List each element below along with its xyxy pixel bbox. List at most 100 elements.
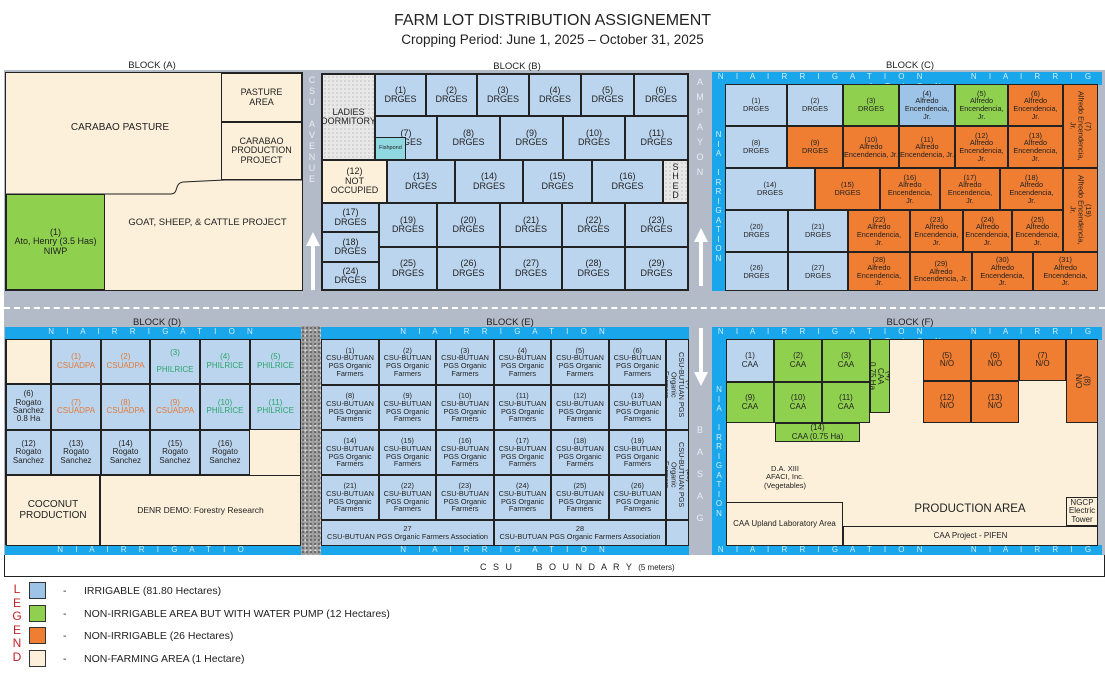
block-e-lot[interactable]: 27 CSU-BUTUAN PGS Organic Farmers Associ… — [321, 520, 494, 546]
block-c-lot[interactable]: (6) Alfredo Encendencia, Jr. — [1008, 84, 1063, 126]
block-e-lot[interactable]: (15) CSU-BUTUAN PGS Organic Farmers — [379, 430, 436, 475]
block-c-lot[interactable]: (8) DRGES — [725, 126, 787, 168]
block-c-lot[interactable]: (9) DRGES — [787, 126, 843, 168]
block-e-lot[interactable]: (3) CSU-BUTUAN PGS Organic Farmers — [436, 339, 494, 385]
block-d-lot[interactable]: (6) Rogato Sanchez 0.8 Ha — [6, 384, 51, 430]
block-e-lot[interactable]: (1) CSU-BUTUAN PGS Organic Farmers — [321, 339, 379, 385]
block-a-lot[interactable]: PASTURE AREA — [221, 73, 302, 122]
block-c-lot[interactable]: (10) Alfredo Encendencia, Jr. — [843, 126, 899, 168]
block-b-lot[interactable]: LADIES DORMITORY — [322, 74, 375, 160]
block-e-lot[interactable]: (21) CSU-BUTUAN PGS Organic Farmers — [321, 475, 379, 520]
block-b-lot[interactable]: S H E D — [663, 160, 688, 203]
block-b-lot[interactable]: (24) DRGES — [322, 262, 379, 290]
block-f-lot[interactable]: NGCP Electric Tower — [1066, 497, 1098, 526]
block-f-lot[interactable]: (9) CAA — [726, 382, 774, 423]
block-e-lot[interactable]: (26) CSU-BUTUAN PGS Organic Farmers — [609, 475, 666, 520]
block-b-lot[interactable]: (1) DRGES — [375, 74, 426, 116]
block-f-lot[interactable]: (3) CAA — [822, 339, 870, 382]
block-d-lot[interactable]: (9) CSUADPA — [150, 384, 200, 430]
block-b-lot[interactable]: (28) DRGES — [562, 247, 625, 290]
block-f-lot[interactable]: (14) CAA (0.75 Ha) — [775, 423, 860, 442]
block-e-lot[interactable]: (2) CSU-BUTUAN PGS Organic Farmers — [379, 339, 436, 385]
block-c-lot[interactable]: (1) DRGES — [725, 84, 787, 126]
block-e-lot[interactable]: (19) CSU-BUTUAN PGS Organic Farmers — [609, 430, 666, 475]
block-c-lot[interactable]: (2) DRGES — [787, 84, 843, 126]
block-c-lot[interactable]: (27) DRGES — [788, 252, 848, 291]
block-b-lot[interactable]: (4) DRGES — [529, 74, 581, 116]
block-e-lot[interactable]: (10) CSU-BUTUAN PGS Organic Farmers — [436, 385, 494, 430]
block-b-lot[interactable]: Fishpond — [375, 137, 406, 160]
block-e-lot[interactable]: (23) CSU-BUTUAN PGS Organic Farmers — [436, 475, 494, 520]
block-b-lot[interactable]: (15) DRGES — [523, 160, 592, 203]
block-d-lot[interactable]: (2) CSUADPA — [101, 339, 150, 384]
block-e-lot[interactable]: (16) CSU-BUTUAN PGS Organic Farmers — [436, 430, 494, 475]
block-b-lot[interactable]: (17) DRGES — [322, 203, 379, 232]
block-e-lot[interactable]: (24) CSU-BUTUAN PGS Organic Farmers — [494, 475, 551, 520]
block-c-lot[interactable]: (17) Alfredo Encendencia, Jr. — [940, 168, 1000, 210]
block-c-lot[interactable]: (26) DRGES — [725, 252, 788, 291]
block-f-lot[interactable]: (8) N/O — [1066, 339, 1098, 423]
block-e-lot[interactable]: (5) CSU-BUTUAN PGS Organic Farmers — [551, 339, 609, 385]
block-e-lot[interactable]: 28 CSU-BUTUAN PGS Organic Farmers Associ… — [494, 520, 666, 546]
block-f-lot[interactable]: (7) N/O — [1019, 339, 1066, 381]
block-d-lot[interactable]: (14) Rogato Sanchez — [101, 430, 150, 475]
block-d-lot[interactable]: (4) PHILRICE — [200, 339, 250, 384]
block-e-lot[interactable]: (22) CSU-BUTUAN PGS Organic Farmers — [379, 475, 436, 520]
block-e-lot[interactable]: (8) CSU-BUTUAN PGS Organic Farmers — [321, 385, 379, 430]
block-f-lot[interactable]: (13) N/O — [971, 381, 1019, 423]
block-c-lot[interactable]: (3) DRGES — [843, 84, 899, 126]
block-b-lot[interactable]: (6) DRGES — [634, 74, 688, 116]
block-f-lot[interactable]: (12) N/O — [923, 381, 971, 423]
block-c-lot[interactable]: (22) Alfredo Encendencia, Jr. — [848, 210, 910, 252]
block-c-lot[interactable]: (13) Alfredo Encendencia, Jr. — [1008, 126, 1063, 168]
block-c-lot[interactable]: (7) Alfredo Encendencia, Jr. — [1063, 84, 1098, 168]
block-e-lot[interactable]: (20) CSU-BUTUAN PGS Organic Farmers — [666, 430, 689, 520]
block-a-lot[interactable]: (1) Ato, Henry (3.5 Has) NIWP — [6, 194, 105, 290]
block-c-lot[interactable]: (5) Alfredo Encendencia, Jr. — [955, 84, 1008, 126]
block-b-lot[interactable]: (8) DRGES — [437, 116, 500, 160]
block-b-lot[interactable]: (14) DRGES — [455, 160, 523, 203]
block-a-lot[interactable]: CARABAO PRODUCTION PROJECT — [221, 122, 302, 180]
block-c-lot[interactable]: (18) Alfredo Encendencia, Jr. — [1000, 168, 1063, 210]
block-e-lot[interactable]: (14) CSU-BUTUAN PGS Organic Farmers — [321, 430, 379, 475]
block-b-lot[interactable]: (25) DRGES — [379, 247, 437, 290]
block-b-lot[interactable]: (9) DRGES — [500, 116, 563, 160]
block-e-lot[interactable]: (13) CSU-BUTUAN PGS Organic Farmers — [609, 385, 666, 430]
block-d-lot[interactable]: (12) Rogato Sanchez — [6, 430, 51, 475]
block-c-lot[interactable]: (29) Alfredo Encendencia, Jr. — [910, 252, 972, 291]
block-d-lot[interactable]: (5) PHILRICE — [250, 339, 301, 384]
block-d-lot[interactable] — [6, 339, 51, 384]
block-d-lot[interactable]: (1) CSUADPA — [51, 339, 101, 384]
block-e-lot[interactable]: (11) CSU-BUTUAN PGS Organic Farmers — [494, 385, 551, 430]
block-e-lot[interactable] — [666, 520, 689, 546]
block-c-lot[interactable]: (11) Alfredo Encendencia, Jr. — [899, 126, 955, 168]
block-b-lot[interactable]: (20) DRGES — [437, 203, 500, 247]
block-d-lot[interactable]: (3) PHILRICE — [150, 339, 200, 384]
block-f-lot[interactable]: (10) CAA — [774, 382, 822, 423]
block-e-lot[interactable]: (12) CSU-BUTUAN PGS Organic Farmers — [551, 385, 609, 430]
block-b-lot[interactable]: (18) DRGES — [322, 232, 379, 262]
block-d-lot[interactable]: (13) Rogato Sanchez — [51, 430, 101, 475]
block-c-lot[interactable]: (12) Alfredo Encendencia, Jr. — [955, 126, 1008, 168]
block-c-lot[interactable]: (23) Alfredo Encendencia, Jr. — [910, 210, 963, 252]
block-b-lot[interactable]: (29) DRGES — [625, 247, 688, 290]
block-b-lot[interactable]: (13) DRGES — [387, 160, 455, 203]
block-d-lot[interactable]: (16) Rogato Sanchez — [200, 430, 250, 475]
block-d-lot[interactable]: (11) PHILRICE — [250, 384, 301, 430]
block-c-lot[interactable]: (28) Alfredo Encendencia, Jr. — [848, 252, 910, 291]
block-b-lot[interactable]: (21) DRGES — [500, 203, 562, 247]
block-e-lot[interactable]: (6) CSU-BUTUAN PGS Organic Farmers — [609, 339, 666, 385]
block-b-lot[interactable]: (23) DRGES — [625, 203, 688, 247]
block-d-lot[interactable]: (8) CSUADPA — [101, 384, 150, 430]
block-d-lot[interactable]: COCONUT PRODUCTION — [6, 475, 100, 546]
block-b-lot[interactable]: (3) DRGES — [477, 74, 529, 116]
block-c-lot[interactable]: (25) Alfredo Encendencia, Jr. — [1012, 210, 1063, 252]
block-b-lot[interactable]: (27) DRGES — [500, 247, 562, 290]
block-c-lot[interactable]: (16) Alfredo Encendencia, Jr. — [880, 168, 940, 210]
block-e-lot[interactable]: (18) CSU-BUTUAN PGS Organic Farmers — [551, 430, 609, 475]
block-e-lot[interactable]: (9) CSU-BUTUAN PGS Organic Farmers — [379, 385, 436, 430]
block-d-lot[interactable]: DENR DEMO: Forestry Research — [100, 475, 301, 546]
block-e-lot[interactable]: (17) CSU-BUTUAN PGS Organic Farmers — [494, 430, 551, 475]
block-c-lot[interactable]: (4) Alfredo Encendencia, Jr. — [899, 84, 955, 126]
block-b-lot[interactable]: (2) DRGES — [426, 74, 477, 116]
